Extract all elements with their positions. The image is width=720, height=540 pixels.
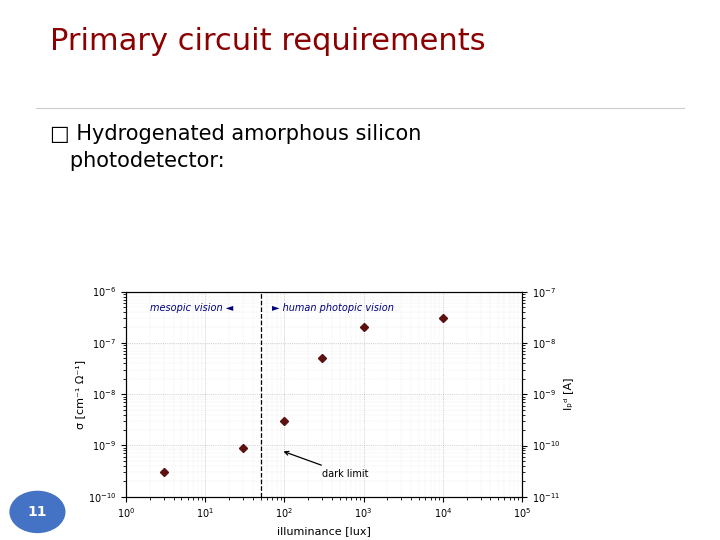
Text: ► human photopic vision: ► human photopic vision — [272, 303, 394, 313]
Circle shape — [10, 491, 65, 532]
Text: 11: 11 — [27, 505, 48, 519]
Text: dark limit: dark limit — [284, 451, 369, 479]
Text: Primary circuit requirements: Primary circuit requirements — [50, 27, 486, 56]
Y-axis label: Iₚᵈ [A]: Iₚᵈ [A] — [563, 378, 573, 410]
Y-axis label: σ [cm⁻¹ Ω⁻¹]: σ [cm⁻¹ Ω⁻¹] — [75, 360, 85, 429]
Text: mesopic vision ◄: mesopic vision ◄ — [150, 303, 233, 313]
X-axis label: illuminance [lux]: illuminance [lux] — [277, 526, 371, 536]
Text: □ Hydrogenated amorphous silicon
   photodetector:: □ Hydrogenated amorphous silicon photode… — [50, 124, 422, 171]
